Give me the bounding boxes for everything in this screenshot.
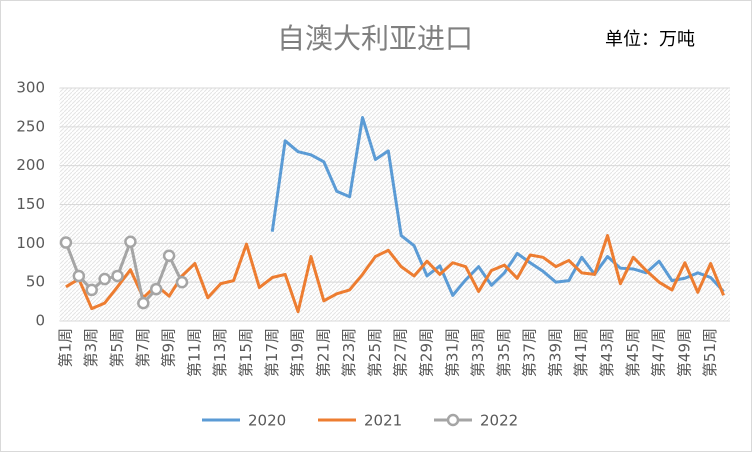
point-marker xyxy=(111,269,124,283)
x-tick-label: 第11周 xyxy=(185,328,203,377)
x-tick-label: 第21周 xyxy=(314,328,332,377)
x-tick-label: 第39周 xyxy=(546,328,564,377)
y-tick-label: 200 xyxy=(16,156,45,174)
x-tick-label: 第41周 xyxy=(572,328,590,377)
x-tick-label: 第3周 xyxy=(82,328,100,368)
point-marker xyxy=(85,283,98,297)
x-tick-label: 第31周 xyxy=(443,328,461,377)
series-line xyxy=(65,234,725,314)
x-tick-label: 第49周 xyxy=(675,328,693,377)
series-line xyxy=(64,240,184,305)
x-tick-label: 第35周 xyxy=(495,328,513,377)
x-tick-label: 第27周 xyxy=(392,328,410,377)
x-tick-label: 第37周 xyxy=(521,328,539,377)
x-tick-label: 第17周 xyxy=(263,328,281,377)
x-tick-label: 第13周 xyxy=(211,328,229,377)
point-marker xyxy=(59,236,73,249)
x-tick-label: 第47周 xyxy=(650,328,668,377)
y-tick-label: 0 xyxy=(35,312,45,330)
x-tick-label: 第15周 xyxy=(237,328,255,377)
point-marker xyxy=(162,249,176,263)
point-marker xyxy=(98,272,111,286)
point-marker xyxy=(149,282,163,296)
x-tick-label: 第19周 xyxy=(289,328,307,377)
x-tick-label: 第33周 xyxy=(469,328,487,377)
x-tick-label: 第43周 xyxy=(598,328,616,377)
point-marker xyxy=(124,235,137,249)
x-tick-label: 第23周 xyxy=(340,328,358,377)
unit-label: 单位：万吨 xyxy=(605,29,695,50)
y-tick-label: 150 xyxy=(16,195,45,213)
y-tick-label: 50 xyxy=(26,273,45,291)
x-tick-label: 第9周 xyxy=(160,328,178,368)
x-tick-label: 第45周 xyxy=(624,328,642,377)
y-tick-label: 300 xyxy=(16,79,45,97)
chart-title: 自澳大利亚进口 xyxy=(277,22,473,55)
point-marker xyxy=(72,269,86,283)
y-tick-label: 250 xyxy=(16,117,45,135)
legend-marker xyxy=(446,413,460,427)
point-marker xyxy=(137,296,150,310)
x-tick-label: 第29周 xyxy=(417,328,435,377)
legend-label: 2020 xyxy=(248,412,286,430)
legend-label: 2021 xyxy=(364,412,402,430)
x-tick-label: 第51周 xyxy=(701,328,719,377)
x-tick-label: 第7周 xyxy=(134,328,152,368)
legend-label: 2022 xyxy=(480,412,518,430)
x-tick-label: 第1周 xyxy=(56,328,74,368)
x-tick-label: 第5周 xyxy=(108,328,126,368)
y-tick-label: 100 xyxy=(16,234,45,252)
x-tick-label: 第25周 xyxy=(366,328,384,377)
point-marker xyxy=(175,275,189,289)
